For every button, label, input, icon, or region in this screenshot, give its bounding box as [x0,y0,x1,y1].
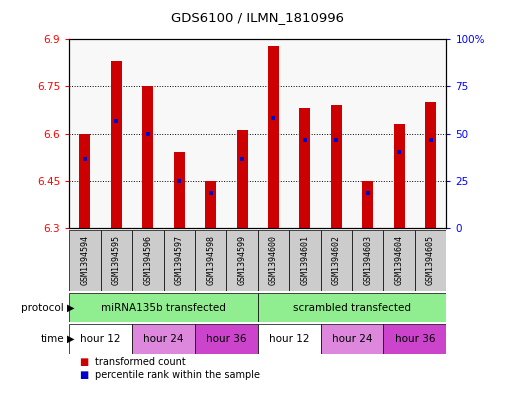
Bar [300,108,310,228]
Text: GSM1394603: GSM1394603 [363,235,372,285]
Bar [331,105,342,228]
Bar [164,230,195,291]
Text: GSM1394601: GSM1394601 [301,235,309,285]
Bar [226,230,258,291]
Text: GSM1394595: GSM1394595 [112,235,121,285]
Text: hour 24: hour 24 [143,334,184,344]
Text: ■: ■ [80,370,89,380]
Bar [80,134,90,228]
Bar [258,324,321,354]
Bar [258,293,446,322]
Text: GSM1394599: GSM1394599 [238,235,247,285]
Text: hour 36: hour 36 [394,334,435,344]
Text: GSM1394604: GSM1394604 [394,235,404,285]
Bar [383,230,415,291]
Text: GSM1394597: GSM1394597 [175,235,184,285]
Text: ▶: ▶ [67,303,74,312]
Bar [205,181,216,228]
Text: percentile rank within the sample: percentile rank within the sample [95,370,260,380]
Text: hour 24: hour 24 [332,334,372,344]
Bar [289,230,321,291]
Text: ▶: ▶ [67,334,74,344]
Text: time: time [41,334,64,344]
Text: hour 12: hour 12 [81,334,121,344]
Bar [321,324,383,354]
Bar [383,324,446,354]
Bar [132,230,164,291]
Bar [69,324,132,354]
Bar [69,230,101,291]
Bar [132,324,195,354]
Bar [101,230,132,291]
Text: GSM1394594: GSM1394594 [81,235,89,285]
Bar [142,86,153,228]
Bar [236,130,248,228]
Text: GSM1394602: GSM1394602 [332,235,341,285]
Bar [195,230,226,291]
Bar [69,293,258,322]
Text: transformed count: transformed count [95,356,186,367]
Bar [352,230,383,291]
Bar [393,124,405,228]
Text: protocol: protocol [22,303,64,312]
Bar [268,46,279,228]
Bar [195,324,258,354]
Text: GSM1394598: GSM1394598 [206,235,215,285]
Text: miRNA135b transfected: miRNA135b transfected [101,303,226,312]
Bar [362,181,373,228]
Bar [258,230,289,291]
Bar [321,230,352,291]
Text: ■: ■ [80,356,89,367]
Text: GSM1394600: GSM1394600 [269,235,278,285]
Text: hour 36: hour 36 [206,334,247,344]
Text: GSM1394596: GSM1394596 [143,235,152,285]
Text: hour 12: hour 12 [269,334,309,344]
Bar [425,102,436,228]
Bar [415,230,446,291]
Text: scrambled transfected: scrambled transfected [293,303,411,312]
Text: GSM1394605: GSM1394605 [426,235,435,285]
Text: GDS6100 / ILMN_1810996: GDS6100 / ILMN_1810996 [171,11,344,24]
Bar [174,152,185,228]
Bar [111,61,122,228]
